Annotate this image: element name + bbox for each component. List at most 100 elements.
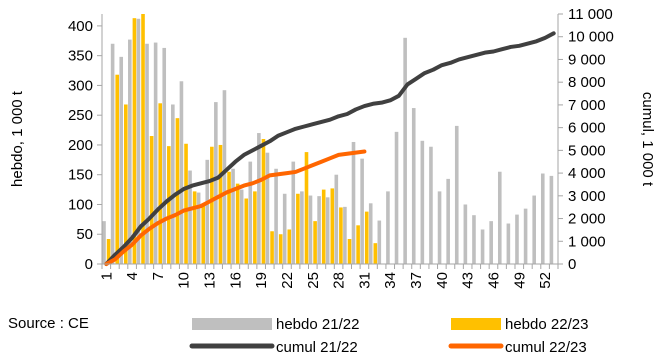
bar-hebdo-2223-3 bbox=[124, 104, 128, 264]
x-tick-label: 19 bbox=[253, 272, 270, 289]
y-right-tick-label: 8 000 bbox=[568, 74, 606, 91]
bar-hebdo-2223-26 bbox=[321, 189, 326, 264]
bar-hebdo-2122-22 bbox=[282, 193, 287, 264]
x-tick-label: 1 bbox=[98, 272, 115, 280]
bar-hebdo-2223-23 bbox=[296, 193, 300, 264]
bar-hebdo-2223-30 bbox=[356, 225, 360, 264]
legend-label-hebdo-2223: hebdo 22/23 bbox=[505, 316, 588, 333]
y-left-tick-label: 150 bbox=[68, 167, 93, 184]
y-right-tick-label: 1 000 bbox=[568, 233, 606, 250]
bar-hebdo-2122-12 bbox=[196, 192, 201, 264]
y-right-tick-label: 6 000 bbox=[568, 120, 606, 137]
y-left-tick-label: 400 bbox=[68, 18, 93, 35]
x-tick-label: 31 bbox=[356, 272, 373, 289]
bar-hebdo-2122-44 bbox=[472, 215, 476, 264]
bar-hebdo-2223-22 bbox=[287, 229, 292, 264]
line-layer bbox=[104, 31, 556, 266]
axes-layer: 0 50 100 150 200 250 300 350 400 0 1 000 2 000 3 000… bbox=[68, 6, 614, 289]
bar-hebdo-2122-40 bbox=[437, 191, 442, 264]
bar-hebdo-2122-38 bbox=[420, 140, 425, 264]
bar-hebdo-2122-1 bbox=[102, 221, 106, 264]
bar-hebdo-2122-28 bbox=[334, 174, 339, 264]
bar-hebdo-2223-12 bbox=[201, 206, 206, 264]
x-tick-label: 28 bbox=[331, 272, 348, 289]
bar-hebdo-2223-11 bbox=[192, 191, 197, 264]
bar-hebdo-2122-35 bbox=[394, 131, 399, 264]
bar-hebdo-2122-41 bbox=[446, 178, 450, 264]
y-left-tick-label: 350 bbox=[68, 48, 93, 65]
source-note: Source : CE bbox=[8, 315, 89, 332]
bar-hebdo-2122-23 bbox=[291, 161, 296, 264]
bar-hebdo-2122-8 bbox=[162, 47, 167, 265]
bar-hebdo-2223-19 bbox=[261, 139, 266, 264]
bar-hebdo-2122-52 bbox=[540, 173, 545, 264]
bar-hebdo-2122-16 bbox=[231, 168, 235, 264]
x-tick-label: 10 bbox=[176, 272, 193, 289]
bar-hebdo-2223-21 bbox=[278, 234, 283, 264]
bar-hebdo-2122-42 bbox=[454, 125, 459, 265]
y-left-tick-label: 100 bbox=[68, 196, 93, 213]
bar-hebdo-2122-5 bbox=[136, 18, 141, 265]
bar-hebdo-2223-20 bbox=[270, 231, 274, 264]
bar-hebdo-2223-16 bbox=[235, 183, 240, 264]
bar-hebdo-2122-11 bbox=[188, 170, 192, 264]
x-tick-label: 7 bbox=[150, 272, 167, 280]
y-axis-right-title: cumul, 1 000 t bbox=[639, 92, 656, 187]
bar-hebdo-2223-8 bbox=[167, 146, 171, 264]
bar-hebdo-2223-29 bbox=[347, 239, 352, 264]
bar-hebdo-2122-46 bbox=[489, 221, 493, 264]
bar-hebdo-2122-2 bbox=[110, 43, 115, 265]
x-tick-label: 25 bbox=[305, 272, 322, 289]
bar-hebdo-2223-10 bbox=[184, 143, 188, 264]
x-tick-label: 40 bbox=[434, 272, 451, 289]
bar-hebdo-2122-43 bbox=[463, 204, 468, 264]
bar-hebdo-2122-37 bbox=[411, 108, 416, 264]
line-cumul-2122 bbox=[104, 31, 556, 266]
y-right-tick-label: 4 000 bbox=[568, 165, 606, 182]
x-tick-label: 49 bbox=[511, 272, 528, 289]
legend-swatch-hebdo-2122 bbox=[192, 318, 272, 330]
x-tick-label: 16 bbox=[227, 272, 244, 289]
bar-hebdo-2223-18 bbox=[253, 191, 257, 264]
bar-hebdo-2122-3 bbox=[119, 56, 124, 264]
x-tick-label: 4 bbox=[124, 272, 141, 280]
bar-hebdo-2223-28 bbox=[339, 207, 343, 264]
x-tick-label: 34 bbox=[382, 272, 399, 289]
x-tick-label: 13 bbox=[202, 272, 219, 289]
bar-hebdo-2122-51 bbox=[532, 195, 536, 264]
bar-hebdo-2122-36 bbox=[403, 37, 407, 265]
bar-hebdo-2122-6 bbox=[145, 43, 149, 265]
bar-hebdo-2122-20 bbox=[265, 152, 270, 264]
y-left-tick-label: 250 bbox=[68, 107, 93, 124]
y-right-tick-label: 7 000 bbox=[568, 97, 606, 114]
bar-hebdo-2223-13 bbox=[210, 146, 214, 264]
legend-swatch-hebdo-2223 bbox=[451, 318, 501, 330]
bar-hebdo-2122-50 bbox=[523, 208, 528, 264]
bar-hebdo-2122-15 bbox=[222, 90, 227, 264]
bar-hebdo-2223-2 bbox=[115, 74, 120, 265]
bar-hebdo-2223-25 bbox=[313, 221, 317, 264]
legend-label-hebdo-2122: hebdo 21/22 bbox=[276, 316, 359, 333]
bar-hebdo-2122-26 bbox=[317, 196, 321, 264]
x-tick-label: 46 bbox=[485, 272, 502, 289]
bar-layer bbox=[102, 14, 554, 265]
y-right-tick-label: 0 bbox=[568, 256, 576, 273]
y-right-tick-label: 5 000 bbox=[568, 142, 606, 159]
y-left-tick-label: 0 bbox=[85, 256, 93, 273]
bar-hebdo-2122-34 bbox=[386, 191, 390, 264]
x-tick-label: 22 bbox=[279, 272, 296, 289]
bar-hebdo-2122-14 bbox=[214, 102, 218, 264]
bar-hebdo-2223-4 bbox=[132, 18, 137, 265]
y-right-tick-label: 9 000 bbox=[568, 51, 606, 68]
x-tick-label: 43 bbox=[460, 272, 477, 289]
x-tick-label: 52 bbox=[537, 272, 554, 289]
bar-hebdo-2223-24 bbox=[304, 152, 309, 264]
y-right-tick-label: 10 000 bbox=[568, 29, 614, 46]
bar-hebdo-2122-30 bbox=[351, 141, 356, 264]
bar-hebdo-2122-10 bbox=[179, 81, 184, 264]
y-right-tick-label: 3 000 bbox=[568, 188, 606, 205]
bar-hebdo-2223-15 bbox=[227, 171, 231, 264]
bar-hebdo-2122-33 bbox=[377, 220, 382, 264]
bar-hebdo-2122-53 bbox=[549, 175, 554, 264]
